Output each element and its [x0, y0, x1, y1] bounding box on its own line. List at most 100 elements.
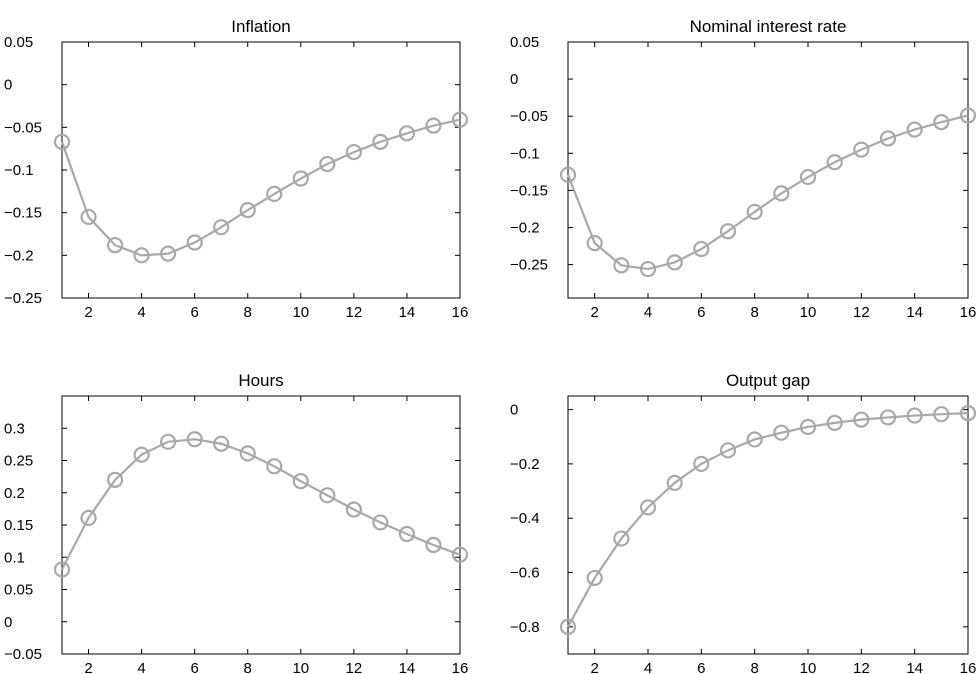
- x-tick-label: 8: [244, 304, 252, 321]
- data-point-marker: [746, 431, 763, 448]
- data-point-marker: [451, 111, 469, 128]
- data-point-marker: [586, 234, 603, 252]
- data-point-marker: [292, 473, 309, 490]
- series-line: [60, 118, 461, 257]
- data-point-marker: [799, 168, 817, 186]
- data-point-marker: [186, 431, 203, 448]
- data-point-marker: [451, 546, 469, 563]
- data-point-marker: [213, 219, 230, 236]
- data-point-marker: [160, 433, 177, 450]
- subplot-1: Inflation 2 4 6 8 10 12 14 16 0.05 0 −0.05 −0.1 −0.15…: [4, 17, 468, 321]
- data-point-marker: [266, 185, 283, 202]
- data-point-marker: [106, 236, 124, 254]
- y-tick-label: −0.05: [510, 108, 548, 125]
- axes-frame: [61, 41, 461, 299]
- y-tick-label: −0.25: [4, 290, 42, 307]
- data-point-marker: [266, 458, 283, 475]
- data-point-marker: [666, 474, 683, 492]
- x-tick-label: 8: [750, 304, 758, 321]
- data-point-marker: [319, 155, 336, 173]
- y-tick-label: −0.4: [510, 510, 540, 527]
- data-point-marker: [933, 406, 950, 423]
- data-point-marker: [425, 536, 442, 554]
- data-point-marker: [398, 125, 416, 142]
- y-tick-label: 0: [4, 614, 12, 631]
- y-tick-label: 0.05: [4, 34, 33, 51]
- y-tick-label: −0.1: [4, 162, 34, 179]
- subplot-title: Hours: [238, 371, 283, 390]
- x-tick-label: 12: [346, 660, 363, 674]
- subplot-4: Output gap 2 4 6 8 10 12 14 16 0 −0.2 −0.4 −0.6 −0.8: [510, 371, 976, 674]
- subplot-2: Nominal interest rate 2 4 6 8 10 12 14 16 0.05 0 −0…: [510, 17, 976, 321]
- x-tick-label: 16: [960, 304, 976, 321]
- data-point-marker: [372, 514, 389, 531]
- y-tick-label: 0.1: [4, 549, 25, 566]
- data-point-marker: [879, 409, 897, 426]
- data-point-marker: [133, 446, 150, 463]
- data-point-marker: [853, 141, 870, 158]
- data-point-marker: [826, 414, 843, 431]
- x-tick-label: 12: [853, 660, 870, 674]
- x-tick-label: 8: [244, 660, 252, 674]
- data-point-marker: [292, 170, 309, 187]
- data-point-marker: [53, 133, 71, 150]
- x-tick-label: 2: [84, 660, 92, 674]
- data-point-marker: [639, 499, 657, 516]
- x-tick-label: 4: [137, 304, 145, 321]
- x-tick-label: 14: [906, 660, 923, 674]
- data-point-marker: [239, 202, 256, 219]
- data-point-marker: [80, 208, 97, 226]
- x-tick-label: 2: [590, 304, 598, 321]
- x-tick-label: 14: [399, 660, 416, 674]
- x-tick-label: 12: [346, 304, 363, 321]
- x-tick-label: 6: [697, 660, 705, 674]
- series-line: [567, 412, 969, 628]
- data-point-marker: [133, 247, 150, 264]
- data-point-marker: [398, 525, 416, 543]
- y-tick-label: 0.2: [4, 485, 25, 502]
- y-tick-label: 0: [510, 71, 518, 88]
- x-tick-label: 4: [644, 304, 652, 321]
- x-tick-label: 4: [644, 660, 652, 674]
- data-point-marker: [372, 133, 389, 150]
- y-tick-label: 0.25: [4, 453, 33, 470]
- x-tick-label: 16: [452, 660, 469, 674]
- y-tick-label: −0.6: [510, 565, 540, 582]
- x-tick-label: 14: [906, 304, 923, 321]
- y-tick-label: −0.15: [4, 205, 42, 222]
- data-point-marker: [773, 185, 790, 202]
- data-point-marker: [239, 445, 256, 462]
- x-tick-label: 16: [452, 304, 469, 321]
- data-point-marker: [879, 130, 897, 147]
- x-tick-label: 16: [960, 660, 976, 674]
- x-tick-label: 6: [190, 304, 198, 321]
- y-tick-label: 0: [4, 77, 12, 94]
- y-tick-label: −0.25: [510, 257, 548, 274]
- data-point-marker: [906, 407, 923, 424]
- y-tick-label: 0: [510, 402, 518, 419]
- subplot-title: Inflation: [231, 17, 291, 36]
- data-point-marker: [345, 143, 362, 161]
- x-tick-label: 10: [292, 660, 309, 674]
- y-tick-label: −0.1: [510, 145, 540, 162]
- data-point-marker: [773, 424, 790, 441]
- x-tick-label: 10: [292, 304, 309, 321]
- data-point-marker: [53, 561, 71, 578]
- data-point-marker: [853, 411, 870, 428]
- data-point-marker: [933, 114, 950, 131]
- data-point-marker: [826, 154, 843, 171]
- y-tick-label: 0.15: [4, 517, 33, 534]
- data-point-marker: [559, 166, 577, 183]
- subplot-title: Nominal interest rate: [690, 17, 847, 36]
- data-point-marker: [693, 455, 710, 472]
- data-point-marker: [160, 245, 177, 262]
- x-tick-label: 10: [800, 660, 817, 674]
- x-tick-label: 6: [190, 660, 198, 674]
- series-line: [566, 114, 969, 271]
- data-point-marker: [959, 107, 976, 124]
- x-tick-label: 10: [800, 304, 817, 321]
- data-point-marker: [719, 442, 737, 459]
- data-point-marker: [106, 471, 124, 488]
- data-point-marker: [799, 418, 817, 436]
- y-tick-label: −0.8: [510, 619, 540, 636]
